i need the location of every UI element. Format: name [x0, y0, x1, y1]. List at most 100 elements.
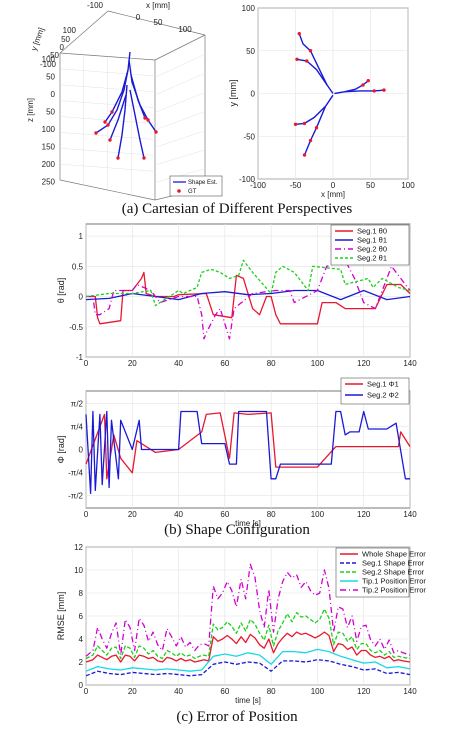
x-tick-label: 0: [84, 510, 89, 519]
x-tick-label: 100: [401, 181, 415, 190]
x-tick-label: 40: [174, 359, 183, 368]
shape-branch: [130, 74, 146, 119]
series-line: [85, 410, 410, 495]
y-tick-label: 50: [246, 47, 255, 56]
grid-line: [154, 149, 206, 166]
gt-point: [308, 49, 313, 53]
shape-branch: [104, 69, 129, 123]
y-tick-label: 2: [79, 658, 84, 667]
x-tick-label: 0: [84, 359, 89, 368]
panel-b-theta-plot: 0 20 40 60 80 100 120 140 -1 -0.5 0 0.5 1 θ [rad] Seg.…: [56, 223, 417, 368]
gt-point: [293, 122, 298, 126]
x-tick-label: 40: [174, 687, 183, 696]
z-tick-label: 50: [46, 108, 55, 117]
series-line: [85, 659, 411, 677]
series-line: [85, 412, 411, 480]
grid-line: [154, 168, 206, 183]
legend-entry: Seg.2 Shape Error: [362, 568, 425, 577]
z-tick-label: 150: [42, 143, 56, 152]
gt-point: [302, 153, 307, 157]
legend-box: [340, 377, 410, 405]
x-axis-label: time [s]: [235, 519, 261, 528]
y-tick-label: 1: [79, 232, 84, 241]
legend-entry: GT: [188, 189, 197, 195]
cube-edge: [154, 34, 206, 61]
legend-box: [169, 175, 223, 197]
gt-point: [366, 78, 370, 83]
x-tick-label: 120: [357, 510, 371, 519]
x-tick-label: 60: [220, 510, 229, 519]
x-tick-label: 20: [128, 510, 137, 519]
gt-point: [308, 138, 313, 143]
x-tick-label: -100: [250, 181, 267, 190]
legend-entry: Shape Est.: [188, 180, 218, 186]
y-tick-label: 6: [79, 612, 84, 621]
x-tick-label: 140: [403, 687, 417, 696]
x-tick-label: 50: [366, 181, 375, 190]
series-line: [85, 563, 411, 657]
legend-entry: Seg.1 θ0: [357, 227, 387, 236]
x-tick-label: 80: [267, 359, 276, 368]
z-tick-label: 0: [51, 90, 56, 99]
y-tick-label: 12: [74, 543, 83, 552]
cube-edge: [59, 10, 109, 54]
y-tick-label: 50: [61, 35, 70, 44]
shape-branch: [129, 89, 145, 159]
x-tick-label: -50: [290, 181, 302, 190]
panel-b-phi-plot: 0 20 40 60 80 100 120 140 π/2 π/4 0 -π/4 -π/2 Φ [rad]…: [56, 377, 417, 528]
y-tick-label: 0: [79, 446, 84, 455]
x-tick-label: 40: [174, 510, 183, 519]
z-axis-label: z [mm]: [26, 98, 35, 122]
y-tick-label: 100: [242, 4, 256, 13]
x-tick-label: -100: [87, 1, 104, 10]
legend-entry: Seg.2 θ1: [357, 254, 387, 263]
x-tick-label: 140: [403, 510, 417, 519]
series-line: [85, 289, 411, 301]
y-tick-label: 0.5: [72, 262, 84, 271]
gt-point: [372, 89, 376, 93]
x-tick-label: 60: [220, 687, 229, 696]
shape-branch: [128, 59, 157, 133]
z-tick-label: 250: [42, 178, 56, 187]
legend-entry: Seg.1 θ1: [357, 236, 387, 245]
x-tick-label: 80: [267, 687, 276, 696]
shape-branch: [95, 51, 131, 134]
gt-point: [143, 116, 147, 120]
x-tick-label: 100: [311, 687, 325, 696]
x-tick-label: 100: [311, 510, 325, 519]
y-tick-label: 0: [79, 681, 84, 690]
y-tick-label: -100: [239, 175, 256, 184]
gt-point: [302, 121, 307, 126]
y-tick-label: 0: [251, 90, 256, 99]
series-line: [85, 259, 411, 307]
y-tick-label: -0.5: [69, 323, 83, 332]
shape-branch: [109, 94, 127, 141]
x-tick-label: 120: [357, 359, 371, 368]
grid-line: [154, 111, 206, 131]
series-line: [86, 259, 411, 340]
z-tick-label: 100: [42, 125, 56, 134]
caption-b: (b) Shape Configuration: [164, 522, 310, 538]
x-tick-label: 60: [220, 359, 229, 368]
y-tick-label: -100: [40, 60, 57, 69]
gt-point: [361, 83, 365, 87]
x-tick-label: 140: [403, 359, 417, 368]
shape-branch: [296, 58, 328, 86]
x-tick-label: 0: [84, 687, 89, 696]
x-axis-label: time [s]: [235, 696, 261, 705]
legend-entry: Whole Shape Error: [362, 550, 426, 559]
caption-c: (c) Error of Position: [176, 709, 298, 725]
legend-swatch: [177, 189, 181, 193]
shape-branch: [344, 89, 385, 93]
series-line: [85, 631, 411, 663]
gt-point: [94, 131, 98, 135]
gt-point: [108, 138, 112, 142]
x-tick-label: 0: [136, 13, 141, 22]
y-axis-label: Φ [rad]: [56, 436, 66, 464]
y-axis-label: y [mm]: [29, 26, 46, 52]
panel-c-rmse-plot: 0 20 40 60 80 100 120 140 0 2 4 6 8 10 12 RMSE [mm] time…: [56, 543, 426, 705]
grid-line: [154, 130, 206, 148]
gt-point: [116, 156, 120, 160]
y-tick-label: -π/2: [68, 491, 83, 500]
